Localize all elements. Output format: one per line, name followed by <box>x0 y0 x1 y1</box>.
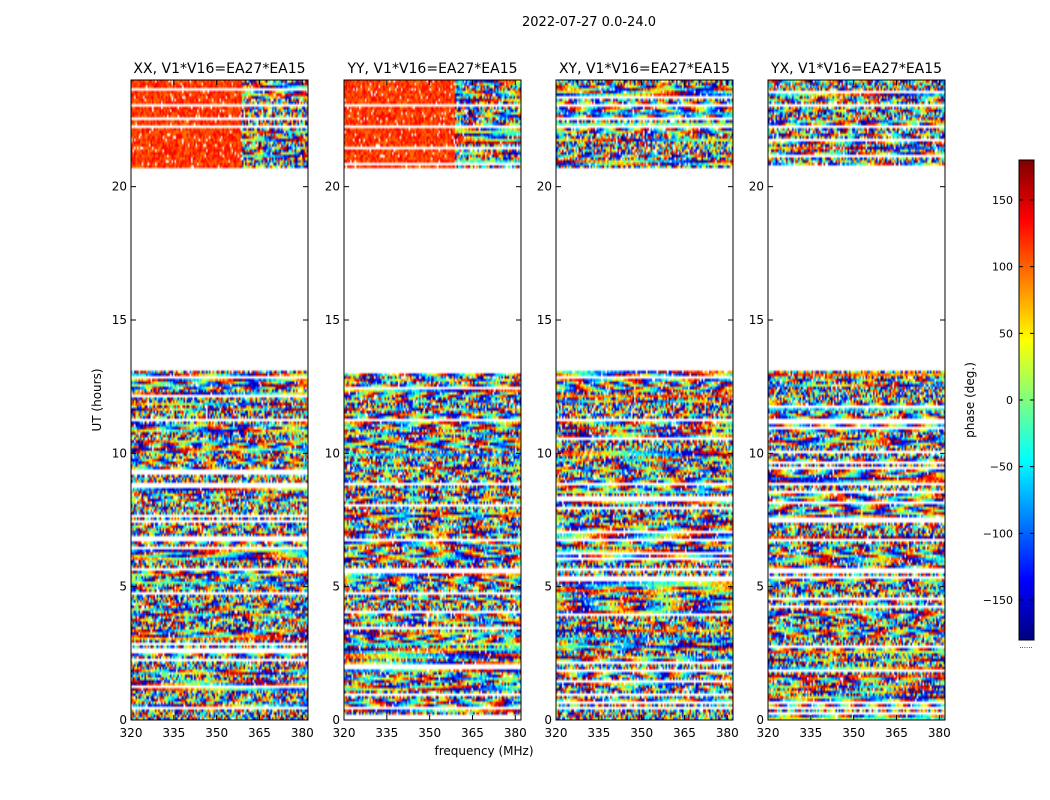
x-tick-label: 380 <box>504 726 527 740</box>
x-tick-label: 335 <box>162 726 185 740</box>
y-tick-label: 5 <box>756 580 764 594</box>
panel-frame <box>767 79 946 721</box>
y-tick-label: 0 <box>119 713 127 727</box>
y-tick-label: 20 <box>749 180 764 194</box>
x-tick-label: 350 <box>418 726 441 740</box>
y-tick-label: 15 <box>749 313 764 327</box>
y-tick-label: 15 <box>112 313 127 327</box>
x-tick-label: 365 <box>248 726 271 740</box>
x-axis-label: frequency (MHz) <box>434 744 533 758</box>
x-tick-label: 335 <box>375 726 398 740</box>
y-tick-label: 20 <box>537 180 552 194</box>
panel-title: XY, V1*V16=EA27*EA15 <box>559 61 730 77</box>
panel-2: XY, V1*V16=EA27*EA15 320 335 350 365 380 0 5 10 1… <box>537 61 739 740</box>
x-tick-label: 380 <box>928 726 951 740</box>
panel-frame <box>555 79 734 721</box>
y-tick-label: 20 <box>112 180 127 194</box>
panel-0: XX, V1*V16=EA27*EA15 320 335 350 365 380 0 5 10 1… <box>112 61 314 740</box>
colorbar-tick-label: −150 <box>983 594 1013 607</box>
colorbar-tick-label: −100 <box>983 527 1013 540</box>
panel-title: YY, V1*V16=EA27*EA15 <box>346 61 517 77</box>
x-tick-label: 335 <box>587 726 610 740</box>
y-tick-label: 10 <box>325 446 340 460</box>
y-tick-label: 0 <box>756 713 764 727</box>
y-tick-label: 5 <box>119 580 127 594</box>
x-tick-label: 320 <box>545 726 568 740</box>
phase-heatmap <box>131 80 308 720</box>
colorbar-tick-label: 50 <box>999 327 1013 340</box>
colorbar-footer: ...... <box>1019 642 1032 650</box>
x-tick-label: 320 <box>757 726 780 740</box>
y-tick-label: 10 <box>537 446 552 460</box>
y-tick-label: 5 <box>544 580 552 594</box>
panel-title: YX, V1*V16=EA27*EA15 <box>770 61 942 77</box>
panels: XX, V1*V16=EA27*EA15 320 335 350 365 380 0 5 10 1… <box>112 61 951 740</box>
colorbar-tick-label: −50 <box>990 461 1013 474</box>
x-tick-label: 380 <box>716 726 739 740</box>
phase-heatmap <box>556 80 733 720</box>
y-tick-label: 0 <box>332 713 340 727</box>
panel-3: YX, V1*V16=EA27*EA15 320 335 350 365 380 0 5 10 1… <box>749 61 951 740</box>
x-tick-label: 350 <box>630 726 653 740</box>
suptitle: 2022-07-27 0.0-24.0 <box>522 15 656 30</box>
panel-frame <box>343 79 522 721</box>
panel-1: YY, V1*V16=EA27*EA15 320 335 350 365 380 0 5 10 1… <box>325 61 527 740</box>
x-tick-label: 335 <box>799 726 822 740</box>
colorbar-tick-label: 0 <box>1006 394 1013 407</box>
x-tick-label: 365 <box>673 726 696 740</box>
phase-heatmap <box>768 80 945 720</box>
x-tick-label: 350 <box>842 726 865 740</box>
y-tick-label: 15 <box>325 313 340 327</box>
x-tick-label: 365 <box>461 726 484 740</box>
colorbar-tick-label: 100 <box>992 261 1013 274</box>
panel-title: XX, V1*V16=EA27*EA15 <box>133 61 305 77</box>
y-tick-label: 0 <box>544 713 552 727</box>
y-tick-label: 20 <box>325 180 340 194</box>
x-tick-label: 365 <box>885 726 908 740</box>
y-tick-label: 10 <box>749 446 764 460</box>
colorbar-ticks: 150 100 50 0 −50 −100 −150 <box>983 194 1034 607</box>
x-tick-label: 350 <box>205 726 228 740</box>
y-axis-label: UT (hours) <box>90 368 104 431</box>
x-tick-label: 380 <box>291 726 314 740</box>
colorbar: 150 100 50 0 −50 −100 −150 phase (deg.) ...... <box>963 159 1035 650</box>
y-tick-label: 15 <box>537 313 552 327</box>
panel-frame <box>130 79 309 721</box>
y-tick-label: 10 <box>112 446 127 460</box>
colorbar-label: phase (deg.) <box>963 362 977 438</box>
x-tick-label: 320 <box>120 726 143 740</box>
x-tick-label: 320 <box>333 726 356 740</box>
phase-heatmap <box>344 80 521 720</box>
y-tick-label: 5 <box>332 580 340 594</box>
colorbar-tick-label: 150 <box>992 194 1013 207</box>
